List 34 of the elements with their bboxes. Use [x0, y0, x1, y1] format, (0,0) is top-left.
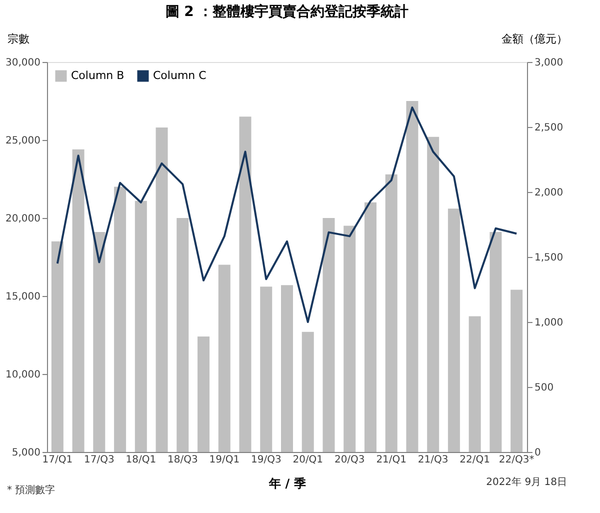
y2-tick-label: 0: [534, 448, 541, 458]
text: * 預測數字: [7, 484, 56, 496]
x-tick-label: 17/Q3: [84, 454, 114, 466]
x-tick-label: 19/Q1: [209, 454, 240, 466]
x-tick-label: 18/Q1: [126, 454, 156, 466]
y-tick-label: 10,000: [6, 370, 40, 380]
x-tick-label: 22/Q3*: [498, 454, 534, 466]
y2-tick-label: 1,000: [534, 318, 564, 328]
y-axis-title: 宗數: [8, 32, 30, 46]
x-tick-label: 19/Q3: [250, 454, 282, 466]
x-tick-label: 17/Q1: [42, 454, 73, 466]
x-axis-title: 年 / 季: [268, 476, 307, 490]
x-tick-label: 20/Q3: [334, 454, 365, 466]
y-tick-label: 20,000: [6, 214, 40, 224]
y-tick-label: 5,000: [12, 448, 40, 458]
y2-axis-title: 金額（億元）: [502, 32, 568, 46]
y2-tick-label: 500: [534, 382, 554, 394]
y-tick-label: 25,000: [6, 136, 40, 146]
text: 2022年 9月 18日: [486, 476, 567, 488]
line-series: [56, 106, 518, 323]
y2-tick-label: 2,000: [534, 188, 564, 198]
y-tick-label: 30,000: [6, 58, 40, 68]
y2-tick-label: 3,000: [534, 58, 564, 68]
x-tick-label: 21/Q1: [376, 454, 407, 466]
x-tick-label: 20/Q1: [292, 454, 324, 466]
x-tick-label: 18/Q3: [167, 454, 198, 466]
legend-label: Column C: [153, 69, 207, 82]
x-tick-label: 21/Q3: [418, 454, 448, 466]
y-tick-label: 15,000: [6, 292, 40, 302]
chart-title: 圖 2 ：整體樓宇買賣合約登記按季統計: [165, 3, 409, 20]
x-tick-label: 22/Q1: [460, 454, 490, 466]
y2-tick-label: 2,500: [534, 122, 564, 134]
y2-tick-label: 1,500: [534, 252, 564, 264]
legend-label: Column B: [71, 69, 124, 82]
